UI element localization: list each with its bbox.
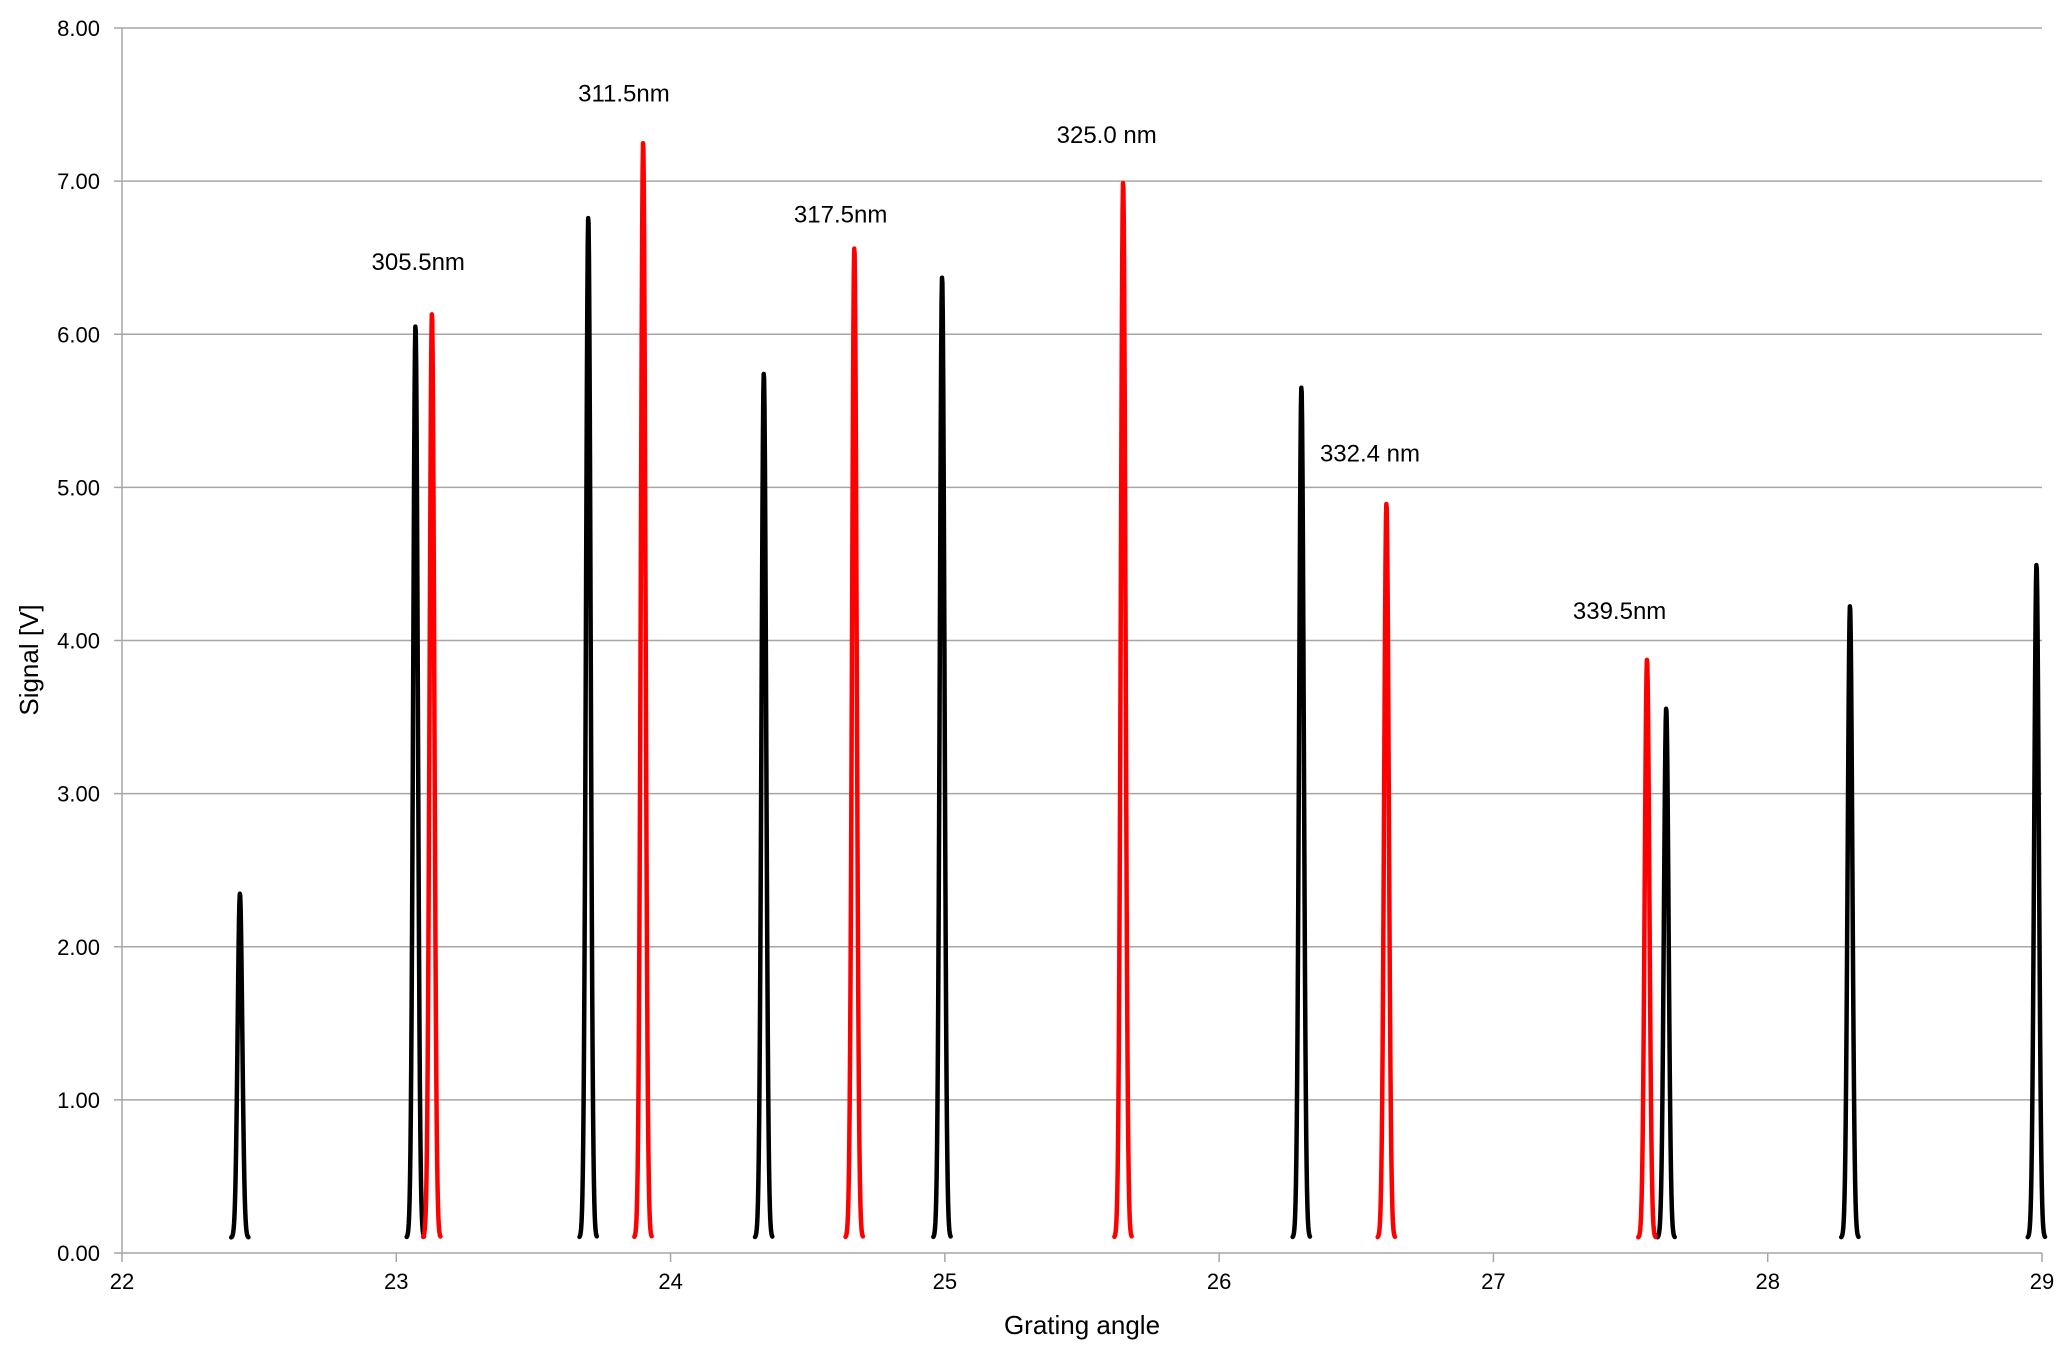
black-series-peak [752,371,775,1240]
x-tick-label: 27 [1481,1269,1505,1294]
red-series-peak [1112,180,1134,1240]
black-series-peak [404,324,427,1240]
black-series-peak [1838,604,1861,1240]
black-series-peak [577,215,600,1240]
annotations: 305.5nm 311.5nm 317.5nm 325.0 nm 332.4 nm 339… [372,81,1667,626]
y-tick-label: 5.00 [57,475,100,500]
y-tick-label: 1.00 [57,1088,100,1113]
x-axis-title: Grating angle [1004,1310,1160,1340]
black-series-peak [1290,385,1313,1240]
black-series-peak [228,891,251,1240]
red-series-peak [632,140,654,1240]
y-tick-label: 6.00 [57,322,100,347]
y-tick-label: 3.00 [57,782,100,807]
y-tick-label: 4.00 [57,629,100,654]
y-axis-title: Signal [V] [14,604,44,715]
red-series-peak [1375,501,1398,1240]
y-tick-label: 2.00 [57,935,100,960]
peak-annotation: 305.5nm [372,249,465,276]
x-tick-label: 22 [110,1269,134,1294]
red-series-peak [843,246,866,1240]
peak-annotation: 317.5nm [794,201,887,228]
x-tick-label: 23 [384,1269,408,1294]
x-tick-label: 28 [1755,1269,1779,1294]
x-tick-label: 24 [658,1269,682,1294]
x-tick-label: 29 [2030,1269,2054,1294]
axes: 0.00 1.00 2.00 3.00 4.00 5.00 6.00 7.00 8.00 22 23… [57,16,2054,1294]
red-series-peak [420,312,443,1240]
y-tick-label: 0.00 [57,1241,100,1266]
peak-annotation: 332.4 nm [1320,440,1420,467]
black-series-peak [2025,562,2048,1240]
black-series-peak [931,275,953,1240]
peak-annotation: 325.0 nm [1057,122,1157,149]
x-tick-label: 26 [1207,1269,1231,1294]
peak-annotation: 311.5nm [578,81,670,108]
x-tick-label: 25 [933,1269,957,1294]
series-lines [228,140,2048,1240]
gridlines [122,27,2042,1101]
red-series-peak [1636,657,1658,1240]
y-tick-label: 7.00 [57,169,100,194]
peak-annotation: 339.5nm [1573,598,1666,625]
black-series-peak [1655,706,1677,1240]
y-tick-label: 8.00 [57,16,100,41]
